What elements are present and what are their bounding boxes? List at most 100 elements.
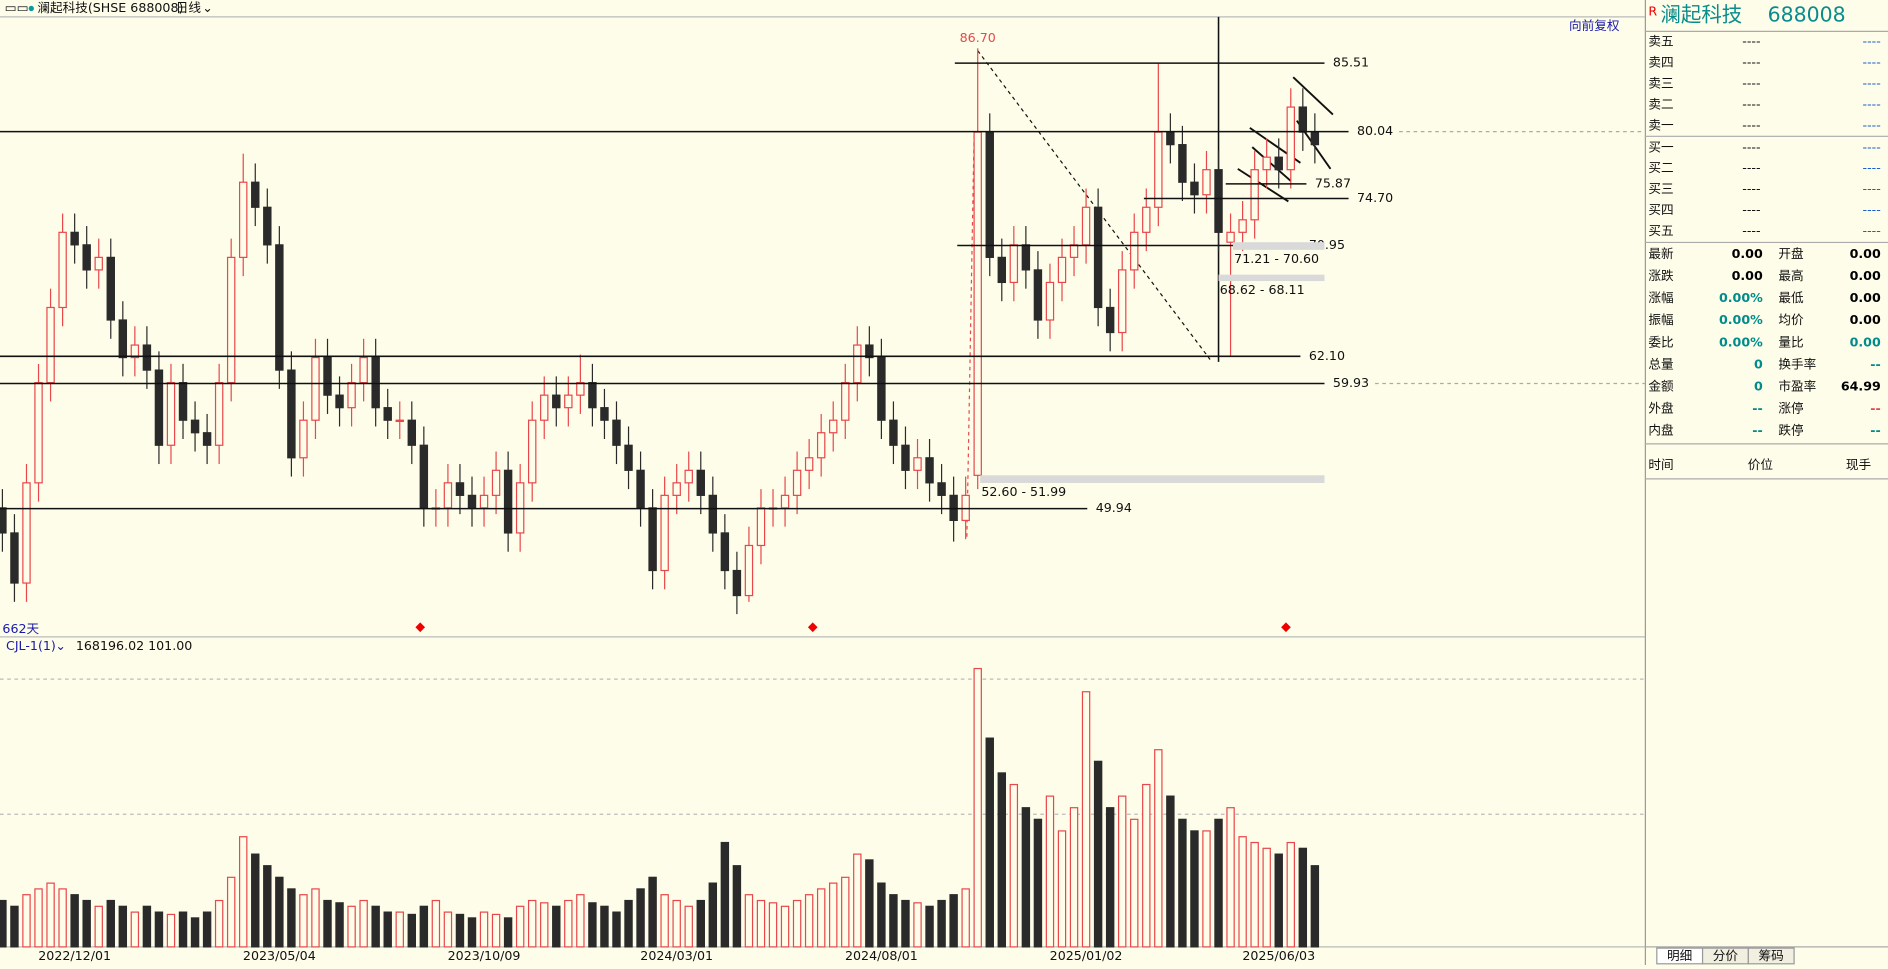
candle-body — [889, 419, 898, 446]
volume-bar — [624, 899, 633, 948]
candle-body — [347, 382, 356, 409]
volume-bar — [1262, 847, 1271, 948]
candle-body — [696, 469, 705, 496]
candle-body — [684, 469, 693, 484]
candle-body — [118, 319, 128, 359]
candle-body — [576, 382, 585, 396]
volume-bar — [1117, 795, 1127, 948]
candle-body — [383, 407, 392, 421]
volume-bar — [467, 917, 477, 948]
candle-body — [58, 231, 67, 309]
stat-value: 0.00 — [1850, 290, 1881, 305]
candle-body — [1178, 144, 1187, 183]
book-label: 买四 — [1648, 202, 1673, 217]
candle-body — [1274, 156, 1283, 171]
candle-body — [311, 356, 320, 421]
volume-bar — [287, 888, 296, 948]
candle-body — [287, 369, 296, 459]
book-price: ---- — [1742, 97, 1760, 112]
tab[interactable] — [1747, 947, 1795, 965]
x-tick-label: 2024/03/01 — [640, 948, 713, 963]
candle-body — [1045, 281, 1055, 321]
volume-bar — [925, 905, 934, 948]
volume-bar — [720, 841, 730, 948]
book-label: 买一 — [1648, 139, 1674, 154]
volume-bar — [1033, 818, 1043, 948]
volume-bar — [202, 911, 212, 948]
book-volume: ---- — [1863, 97, 1881, 112]
volume-bar — [780, 905, 790, 948]
candle-body — [1105, 306, 1115, 334]
gap-label: 52.60 - 51.99 — [981, 484, 1066, 499]
volume-bar — [1298, 847, 1308, 948]
stat-value: 0.00% — [1719, 312, 1763, 327]
level-label: 59.93 — [1333, 375, 1369, 390]
candle-body — [1298, 106, 1308, 133]
indicator-value: 168196.02 — [76, 638, 144, 653]
volume-bar — [491, 913, 501, 948]
volume-bar — [768, 902, 778, 948]
candle-body — [1202, 169, 1211, 196]
candle-body — [503, 469, 513, 534]
volume-bar — [853, 853, 862, 948]
candle-body — [70, 231, 79, 246]
adjust-mode[interactable]: 向前复权 — [1569, 18, 1620, 33]
tab-label[interactable]: 分价 — [1713, 948, 1739, 963]
level-label: 85.51 — [1333, 55, 1369, 70]
candle-body — [1190, 181, 1199, 196]
volume-bar — [275, 876, 284, 948]
candle-body — [323, 356, 332, 396]
candle-body — [275, 244, 284, 371]
book-volume: ---- — [1863, 139, 1881, 154]
ticks-header: 时间 — [1648, 457, 1673, 472]
stat-value: 0.00 — [1850, 268, 1881, 283]
window-icon[interactable]: ▭▭ — [5, 0, 29, 15]
period-selector[interactable]: 日线 — [176, 0, 202, 15]
volume-bar — [46, 882, 55, 948]
tab-label[interactable]: 筹码 — [1759, 948, 1784, 963]
candle-body — [877, 356, 886, 421]
volume-bar — [34, 888, 43, 948]
volume-bar — [816, 888, 826, 948]
stat-value: 0.00 — [1732, 246, 1763, 261]
dropdown-arrow[interactable]: ⌄ — [202, 0, 213, 15]
dropdown-arrow[interactable]: ⌄ — [55, 638, 66, 653]
book-volume: ---- — [1863, 202, 1881, 217]
stat-value: 0.00 — [1850, 246, 1881, 261]
volume-bar — [190, 917, 200, 948]
stat-value: 0.00% — [1719, 290, 1763, 305]
volume-bar — [166, 913, 176, 948]
volume-bar — [395, 911, 404, 948]
volume-bar — [684, 905, 693, 948]
candle-body — [660, 494, 669, 572]
book-price: ---- — [1742, 223, 1760, 238]
volume-bar — [1286, 841, 1295, 948]
candle-body — [1081, 206, 1091, 246]
volume-bar — [708, 882, 718, 948]
volume-bar — [696, 899, 705, 948]
volume-bar — [949, 894, 958, 948]
candle-body — [1238, 219, 1247, 233]
candle-body — [82, 244, 91, 271]
security-name: 澜起科技(SHSE 688008) — [37, 0, 183, 15]
candle-body — [780, 494, 790, 509]
book-label: 卖一 — [1648, 118, 1674, 133]
candle-body — [937, 482, 946, 496]
tab-label[interactable]: 明细 — [1667, 948, 1692, 963]
candle-body — [1214, 169, 1223, 233]
candle-body — [1009, 244, 1019, 284]
candle-body — [214, 382, 224, 446]
candle-body — [239, 181, 248, 258]
x-tick-label: 2025/01/02 — [1050, 948, 1123, 963]
stat-value: 64.99 — [1841, 378, 1881, 393]
gap-band — [1232, 242, 1325, 250]
candle-body — [865, 344, 874, 359]
volume-bar — [756, 899, 766, 948]
stat-value: -- — [1752, 401, 1762, 416]
indicator-name[interactable]: CJL-1(1) — [6, 638, 56, 653]
volume-bar — [142, 905, 152, 948]
volume-bar — [792, 899, 802, 948]
book-volume: ---- — [1863, 181, 1881, 196]
candle-body — [997, 256, 1007, 284]
book-price: ---- — [1742, 181, 1760, 196]
